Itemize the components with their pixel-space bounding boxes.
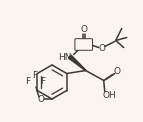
FancyBboxPatch shape bbox=[75, 39, 93, 50]
Text: HN: HN bbox=[58, 53, 72, 62]
Text: O: O bbox=[98, 44, 105, 53]
Text: F: F bbox=[32, 71, 38, 81]
Text: F: F bbox=[40, 77, 46, 86]
Text: O: O bbox=[80, 25, 87, 34]
Text: Abs: Abs bbox=[77, 41, 90, 47]
Text: O: O bbox=[113, 67, 120, 76]
Polygon shape bbox=[68, 55, 86, 71]
Text: O: O bbox=[37, 95, 44, 103]
Text: OH: OH bbox=[103, 91, 117, 100]
Text: F: F bbox=[25, 77, 31, 86]
